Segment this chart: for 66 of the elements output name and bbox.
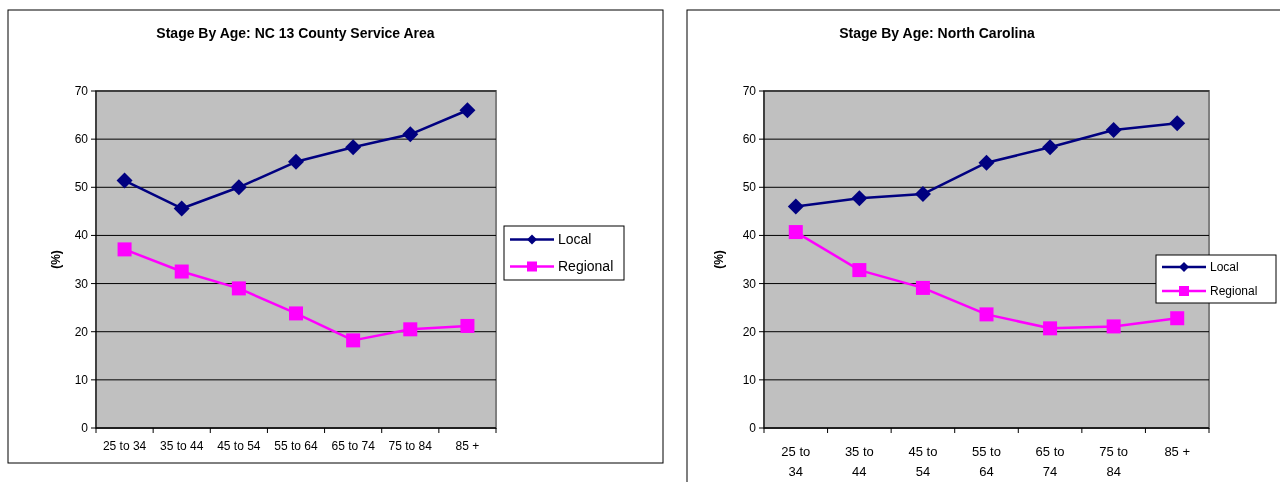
point xyxy=(459,102,476,119)
y-tick-label: 60 xyxy=(742,132,757,147)
point xyxy=(231,281,246,296)
point xyxy=(788,225,803,240)
y-axis-title: (%) xyxy=(712,250,726,269)
x-tick-label: 25 to 34 xyxy=(781,444,811,479)
point xyxy=(116,172,133,189)
x-tick-label: 55 to 64 xyxy=(972,444,1001,479)
legend-label: Local xyxy=(558,231,592,248)
x-tick-label: 85 + xyxy=(1164,444,1191,459)
point xyxy=(117,242,132,257)
x-tick-label: 65 to 74 xyxy=(1035,444,1065,479)
legend-label: Regional xyxy=(558,258,614,275)
point xyxy=(1042,139,1059,156)
y-tick-label: 60 xyxy=(74,132,89,147)
y-tick-label: 0 xyxy=(749,421,757,435)
point xyxy=(852,263,867,278)
point xyxy=(403,322,418,337)
point xyxy=(915,280,930,295)
point xyxy=(979,307,994,322)
x-tick-label: 55 to 64 xyxy=(274,439,319,453)
y-tick-label: 50 xyxy=(74,180,89,195)
x-tick-label: 75 to 84 xyxy=(388,439,433,453)
chart-title: Stage By Age: NC 13 County Service Area xyxy=(156,25,435,41)
point xyxy=(914,186,931,203)
x-tick-label: 45 to 54 xyxy=(217,439,261,453)
point xyxy=(345,139,362,156)
point xyxy=(402,126,419,143)
y-tick-label: 70 xyxy=(74,84,89,98)
y-tick-label: 70 xyxy=(742,84,757,98)
y-tick-label: 10 xyxy=(74,372,89,387)
x-tick-label: 75 to 84 xyxy=(1099,444,1129,479)
x-tick-label: 35 to 44 xyxy=(160,439,204,453)
point xyxy=(1106,319,1121,334)
point xyxy=(173,200,190,217)
legend-label: Regional xyxy=(1210,284,1258,299)
y-tick-label: 30 xyxy=(742,276,757,291)
y-tick-label: 20 xyxy=(74,324,89,339)
point xyxy=(230,179,247,196)
x-tick-label: 65 to 74 xyxy=(331,439,376,453)
point xyxy=(346,333,361,348)
point xyxy=(1043,321,1058,336)
y-tick-label: 40 xyxy=(742,228,757,243)
point xyxy=(978,154,995,171)
x-tick-label: 45 to 54 xyxy=(908,444,938,479)
point xyxy=(1170,311,1185,326)
y-tick-label: 30 xyxy=(74,276,89,291)
point xyxy=(787,198,804,215)
point xyxy=(174,264,189,279)
point xyxy=(289,306,303,321)
point xyxy=(851,190,868,207)
x-tick-label: 35 to 44 xyxy=(844,444,874,479)
point xyxy=(460,318,475,333)
x-tick-label: 85 + xyxy=(455,439,480,453)
y-tick-label: 50 xyxy=(742,180,757,195)
y-tick-label: 20 xyxy=(742,324,757,339)
y-tick-label: 0 xyxy=(81,421,89,435)
x-tick-label: 25 to 34 xyxy=(102,439,147,453)
point xyxy=(1169,115,1186,132)
point xyxy=(288,153,304,170)
y-axis-title: (%) xyxy=(49,250,63,269)
legend-label: Local xyxy=(1210,260,1239,275)
chart-title: Stage By Age: North Carolina xyxy=(839,25,1035,41)
y-tick-label: 40 xyxy=(74,228,89,243)
point xyxy=(1105,122,1122,138)
y-tick-label: 10 xyxy=(742,372,757,387)
